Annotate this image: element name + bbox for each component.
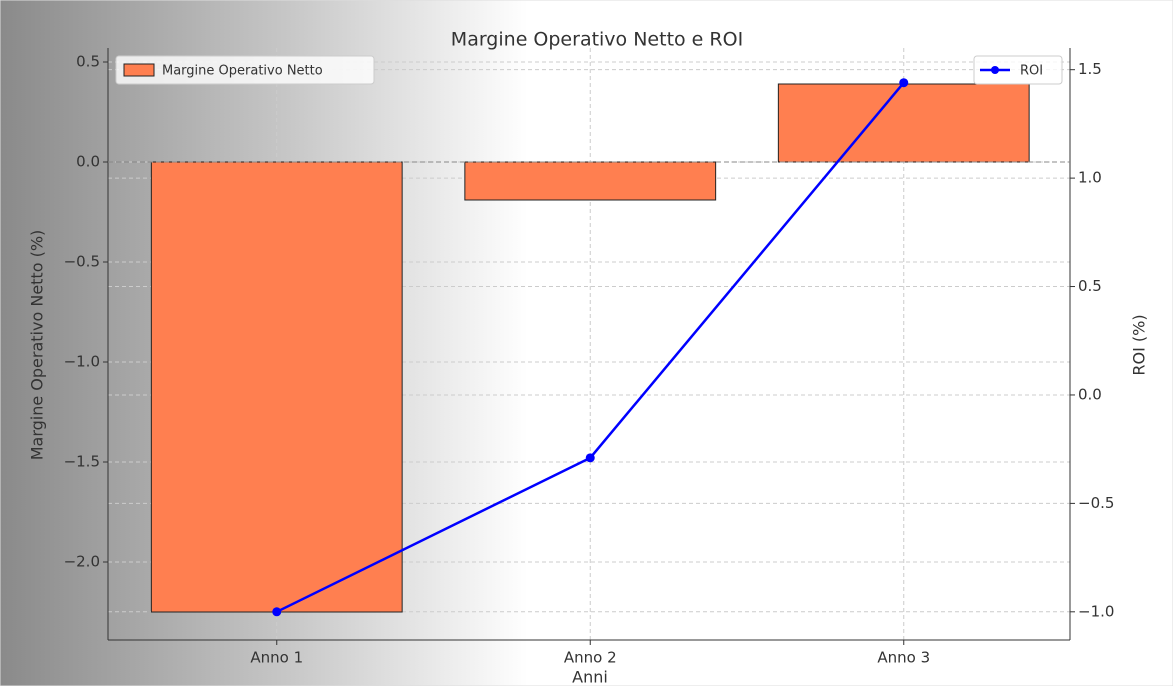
y-tick-label: −2.0 <box>64 553 100 571</box>
legend-label: ROI <box>1020 64 1043 79</box>
x-tick-label: Anno 1 <box>250 649 303 667</box>
y-tick-label: −0.5 <box>64 253 100 271</box>
y2-tick-label: 1.0 <box>1078 169 1102 187</box>
y2-tick-label: 0.0 <box>1078 385 1102 403</box>
y2-axis-label: ROI (%) <box>1130 314 1149 375</box>
y2-tick-label: −0.5 <box>1078 494 1114 512</box>
x-tick-label: Anno 3 <box>877 649 930 667</box>
y-tick-label: 0.5 <box>76 53 100 71</box>
legend-box <box>115 55 375 85</box>
legend-box <box>973 55 1063 85</box>
marker <box>899 78 909 88</box>
y2-tick-label: 1.5 <box>1078 60 1102 78</box>
marker <box>585 453 595 463</box>
marker <box>272 607 282 617</box>
x-axis-label: Anni <box>572 668 608 686</box>
bar <box>777 83 1030 163</box>
legend-swatch <box>991 66 999 74</box>
y-axis-label: Margine Operativo Netto (%) <box>28 230 47 461</box>
x-tick-label: Anno 2 <box>564 649 617 667</box>
legend-label: Margine Operativo Netto <box>162 64 323 79</box>
y-tick-label: −1.5 <box>64 453 100 471</box>
legend-swatch <box>123 63 155 77</box>
bar <box>464 161 717 201</box>
chart-title: Margine Operativo Netto e ROI <box>451 29 743 51</box>
y2-tick-label: 0.5 <box>1078 277 1102 295</box>
y2-tick-label: −1.0 <box>1078 602 1114 620</box>
y-tick-label: −1.0 <box>64 353 100 371</box>
bar <box>150 161 403 613</box>
y-tick-label: 0.0 <box>76 153 100 171</box>
